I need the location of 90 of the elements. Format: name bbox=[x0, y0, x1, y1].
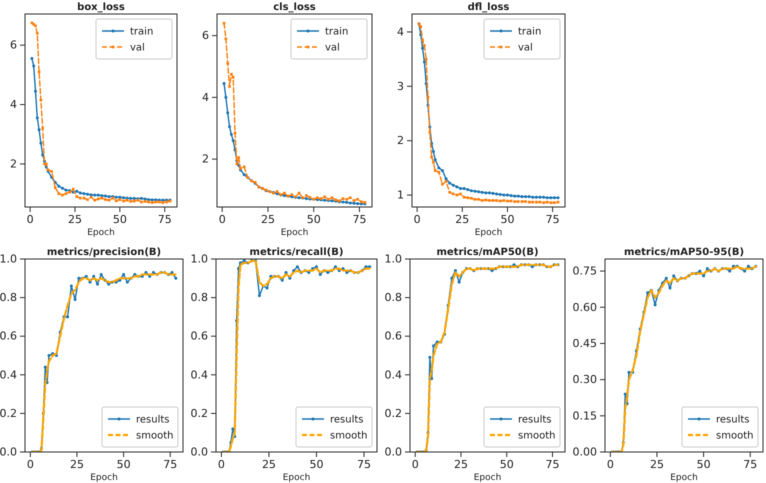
x-tick-label: 0 bbox=[26, 212, 34, 226]
y-tick-label: 2 bbox=[202, 152, 209, 166]
x-tick-label: 75 bbox=[545, 458, 560, 471]
x-tick-label: 0 bbox=[218, 458, 225, 471]
y-tick-label: 4 bbox=[10, 98, 17, 112]
x-tick-label: 50 bbox=[696, 458, 711, 471]
y-tick-label: 6 bbox=[202, 29, 209, 42]
chart-title: metrics/precision(B) bbox=[46, 247, 162, 258]
legend-label: val bbox=[130, 42, 145, 54]
x-tick-label: 25 bbox=[70, 458, 84, 471]
y-tick-label: 0.60 bbox=[572, 300, 597, 314]
y-tick-label: 0.0 bbox=[384, 446, 402, 459]
y-tick-label: 2 bbox=[10, 157, 17, 170]
legend-label: smooth bbox=[136, 430, 174, 442]
x-tick-label: 50 bbox=[112, 212, 127, 226]
y-tick-label: 0.8 bbox=[190, 291, 208, 304]
legend-label: results bbox=[330, 414, 364, 426]
x-tick-label: 0 bbox=[218, 212, 226, 226]
x-tick-label: 25 bbox=[650, 458, 664, 471]
y-tick-label: 4 bbox=[202, 90, 209, 104]
x-tick-label: 25 bbox=[260, 212, 275, 226]
y-tick-label: 0.6 bbox=[0, 330, 17, 343]
x-tick-label: 75 bbox=[163, 458, 178, 471]
y-tick-label: 0.4 bbox=[0, 368, 17, 382]
x-tick-label: 25 bbox=[454, 458, 468, 471]
x-tick-label: 0 bbox=[606, 458, 614, 471]
x-tick-label: 50 bbox=[306, 212, 321, 226]
chart-title: cls_loss bbox=[273, 2, 316, 13]
legend-label: train bbox=[130, 26, 154, 38]
legend-label: val bbox=[325, 42, 340, 54]
x-axis-title: Epoch bbox=[474, 473, 502, 483]
x-tick-label: 25 bbox=[455, 212, 470, 226]
y-tick-label: 0.8 bbox=[0, 291, 17, 304]
legend-label: smooth bbox=[716, 430, 754, 442]
chart-title: metrics/mAP50-95(B) bbox=[624, 247, 744, 258]
x-axis-title: Epoch bbox=[90, 473, 118, 483]
x-tick-label: 0 bbox=[412, 458, 419, 471]
chart-title: box_loss bbox=[77, 2, 125, 13]
x-axis-title: Epoch bbox=[282, 473, 310, 483]
y-tick-label: 1 bbox=[397, 188, 404, 202]
legend-label: results bbox=[136, 414, 170, 426]
x-axis-title: Epoch bbox=[87, 228, 115, 238]
x-tick-label: 50 bbox=[500, 458, 514, 471]
y-tick-label: 1.0 bbox=[0, 252, 17, 266]
y-tick-label: 0.15 bbox=[572, 409, 597, 422]
y-tick-label: 0.4 bbox=[384, 368, 402, 382]
y-tick-label: 0.00 bbox=[572, 446, 597, 459]
y-tick-label: 0.30 bbox=[572, 373, 597, 386]
x-tick-label: 50 bbox=[309, 458, 324, 471]
y-tick-label: 3 bbox=[397, 80, 404, 93]
y-tick-label: 0.6 bbox=[190, 330, 208, 343]
x-tick-label: 50 bbox=[500, 212, 514, 226]
x-tick-label: 75 bbox=[356, 458, 371, 471]
y-tick-label: 6 bbox=[10, 38, 17, 52]
y-tick-label: 1.0 bbox=[190, 252, 208, 266]
y-tick-label: 0.0 bbox=[190, 446, 208, 459]
y-tick-label: 0.4 bbox=[190, 368, 208, 382]
legend-label: val bbox=[518, 42, 533, 54]
legend-label: train bbox=[325, 26, 348, 38]
x-tick-label: 75 bbox=[158, 212, 172, 226]
x-tick-label: 0 bbox=[414, 212, 421, 226]
y-tick-label: 0.75 bbox=[572, 264, 597, 278]
legend-label: smooth bbox=[330, 430, 368, 442]
y-tick-label: 4 bbox=[397, 25, 404, 38]
chart-title: metrics/mAP50(B) bbox=[436, 247, 539, 258]
x-tick-label: 75 bbox=[743, 458, 758, 471]
x-axis-title: Epoch bbox=[670, 473, 698, 483]
y-tick-label: 0.0 bbox=[0, 446, 17, 459]
x-tick-label: 75 bbox=[352, 212, 366, 226]
x-tick-label: 50 bbox=[116, 458, 131, 471]
chart-title: dfl_loss bbox=[468, 2, 510, 13]
y-tick-label: 0.2 bbox=[190, 406, 208, 420]
y-tick-label: 0.45 bbox=[572, 336, 597, 350]
y-tick-label: 0.8 bbox=[384, 291, 402, 304]
legend-label: train bbox=[518, 26, 542, 38]
y-tick-label: 0.2 bbox=[0, 406, 17, 420]
chart-title: metrics/recall(B) bbox=[250, 247, 344, 258]
x-tick-label: 25 bbox=[262, 458, 276, 471]
x-axis-title: Epoch bbox=[474, 228, 502, 238]
x-tick-label: 75 bbox=[546, 212, 560, 226]
y-tick-label: 2 bbox=[397, 134, 404, 148]
legend-label: results bbox=[716, 414, 750, 426]
legend-label: results bbox=[518, 414, 552, 426]
x-axis-title: Epoch bbox=[280, 228, 308, 238]
y-tick-label: 0.6 bbox=[384, 330, 402, 343]
y-tick-label: 1.0 bbox=[384, 252, 402, 266]
x-tick-label: 0 bbox=[26, 458, 34, 471]
x-tick-label: 25 bbox=[68, 212, 82, 226]
legend-label: smooth bbox=[518, 430, 556, 442]
y-tick-label: 0.2 bbox=[384, 406, 402, 420]
